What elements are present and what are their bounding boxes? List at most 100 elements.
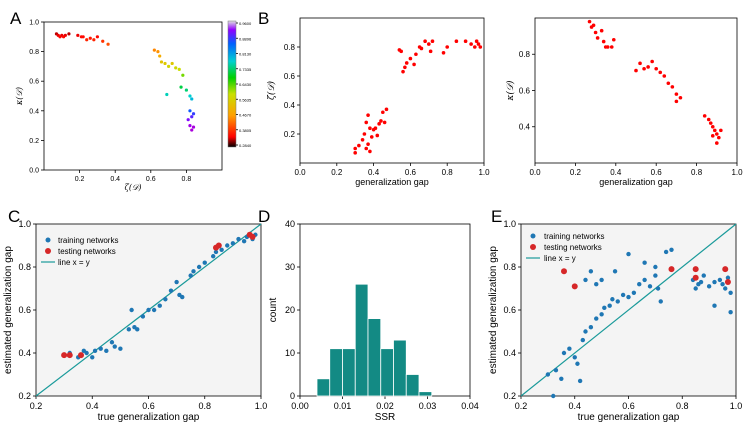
scatter-point	[593, 30, 598, 35]
scatter-point	[423, 39, 427, 43]
scatter-point	[654, 66, 658, 71]
scatter-point	[454, 39, 459, 43]
histogram-bar	[405, 374, 420, 397]
training-point	[594, 316, 599, 321]
scatter-point	[708, 121, 713, 125]
training-point	[599, 277, 604, 283]
testing-point	[571, 283, 578, 290]
y-tick-label: 0.4	[29, 108, 39, 115]
scatter-point	[357, 143, 361, 148]
scatter-point	[441, 51, 446, 55]
training-point	[577, 378, 583, 384]
y-tick-label: 10	[285, 348, 295, 358]
x-tick-label: 0.0	[529, 168, 541, 177]
x-tick-label: 0.8	[691, 168, 703, 177]
y-tick-label: 0.6	[18, 305, 31, 315]
scatter-point	[101, 39, 105, 43]
training-point	[188, 273, 193, 278]
panel-e-scatter: 0.2 0.4 0.6 0.8 1.0 0.2 0.4 0.6 0.8 1.0 true gener…	[488, 219, 742, 423]
histogram-bar	[393, 339, 407, 397]
scatter-point	[611, 37, 616, 42]
training-point	[90, 355, 95, 360]
scatter-point	[666, 81, 671, 86]
x-tick-label: 0.8	[198, 401, 211, 411]
y-tick-label: 0.4	[18, 348, 31, 358]
scatter-point	[373, 126, 378, 130]
axes-frame	[299, 17, 485, 164]
y-tick-label: 0.4	[503, 348, 516, 358]
training-point	[720, 282, 725, 287]
training-point	[663, 249, 669, 255]
testing-point	[66, 352, 73, 359]
x-tick-label: 0.8	[442, 168, 454, 177]
y-tick-label: 0.8	[519, 50, 531, 59]
scatter-point	[642, 66, 646, 71]
scatter-point	[106, 42, 110, 46]
y-tick-label: 0.6	[284, 72, 296, 81]
scatter-point	[401, 69, 405, 74]
training-point	[202, 260, 207, 265]
scatter-point	[369, 135, 374, 139]
y-tick-label: 0.6	[519, 86, 531, 95]
x-tick-label: 0.0	[294, 168, 306, 177]
training-point	[655, 286, 661, 291]
scatter-point	[167, 64, 171, 68]
y-tick-label: 0.8	[284, 43, 296, 52]
axes-frame	[534, 17, 738, 164]
x-tick-label: 0.4	[86, 401, 99, 411]
x-axis-label: ζ(𝒟)	[125, 183, 142, 192]
scatter-point	[188, 94, 192, 98]
x-tick-label: 0.8	[676, 401, 689, 411]
training-point	[631, 290, 637, 295]
training-point	[653, 264, 658, 270]
x-tick-label: 1.0	[478, 168, 490, 177]
x-axis-label: true generalization gap	[98, 412, 200, 423]
training-point	[84, 350, 89, 356]
scatter-point	[95, 35, 99, 39]
scatter-point	[427, 42, 431, 46]
scatter-point	[366, 113, 370, 117]
testing-point	[692, 274, 699, 281]
training-point	[594, 282, 599, 287]
scatter-point	[368, 149, 372, 154]
training-point	[575, 361, 580, 366]
scatter-point	[715, 132, 719, 136]
scatter-point	[601, 39, 606, 44]
scatter-point	[478, 45, 483, 49]
training-point	[157, 303, 162, 308]
y-axis-label: estimated generalization gap	[3, 246, 14, 374]
colorbar-tick-label: 0.9600	[239, 21, 252, 26]
scatter-point	[184, 88, 188, 92]
scatter-point	[81, 35, 85, 39]
training-point	[728, 309, 733, 315]
training-point	[219, 247, 224, 252]
colorbar-tick-label: 0.4670	[239, 113, 252, 118]
scatter-point	[375, 133, 380, 138]
scatter-point	[364, 120, 369, 125]
x-tick-label: 0.4	[110, 176, 120, 183]
training-point	[626, 294, 631, 300]
training-point	[163, 297, 168, 302]
training-point	[196, 264, 202, 270]
panel-letter-a: A	[10, 9, 22, 28]
training-point	[92, 348, 98, 354]
scatter-point	[163, 61, 167, 66]
x-tick-label: 1.0	[731, 168, 743, 177]
scatter-point	[362, 132, 367, 136]
scatter-point	[360, 138, 365, 142]
x-tick-label: 0.00	[291, 401, 309, 411]
training-point	[658, 299, 663, 304]
scatter-point	[634, 68, 638, 73]
identity-line	[520, 223, 737, 397]
y-tick-label: 0.8	[29, 49, 39, 56]
scatter-point	[476, 42, 481, 46]
training-point	[559, 376, 564, 381]
legend: training networks testing networks line x …	[41, 236, 118, 267]
colorbar-tick-label: 0.8896	[239, 36, 252, 41]
scatter-point	[399, 49, 404, 54]
training-point	[612, 269, 618, 274]
x-tick-label: 1.0	[255, 401, 268, 411]
training-point	[610, 297, 615, 302]
training-point	[129, 307, 134, 313]
x-tick-label: 0.2	[331, 168, 343, 177]
